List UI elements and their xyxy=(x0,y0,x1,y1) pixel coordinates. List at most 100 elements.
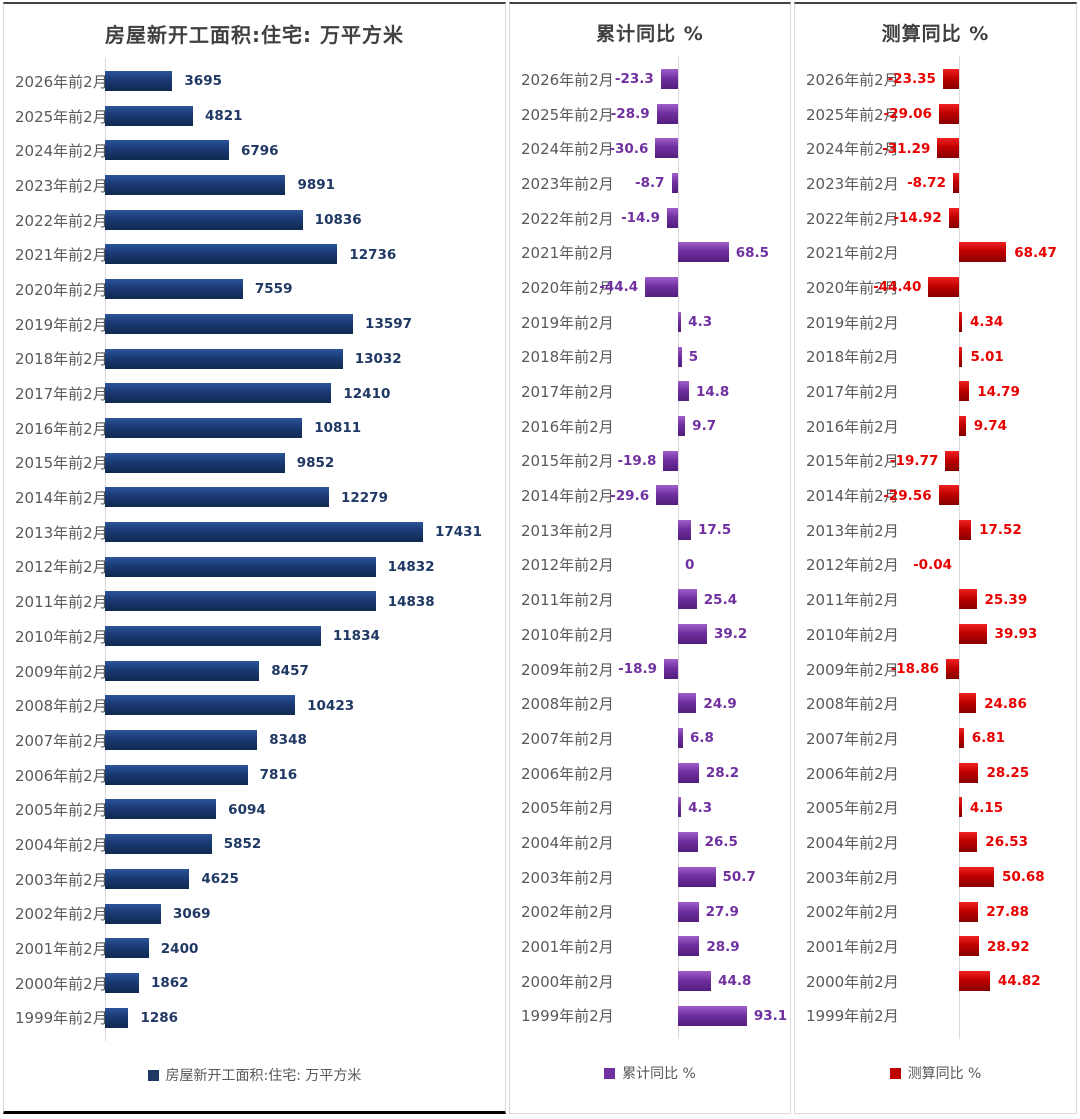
bar xyxy=(105,452,285,473)
bar-area: -14.9 xyxy=(611,201,785,236)
plot-area: 2026年前2月 -23.35 2025年前2月 -29.06 2024年前2月 -31.… xyxy=(800,56,1071,1040)
bar xyxy=(938,485,959,506)
category-label: 2000年前2月 xyxy=(15,974,108,993)
bar-area: 5852 xyxy=(105,827,500,862)
value-label: -18.9 xyxy=(618,661,658,678)
bar xyxy=(952,173,959,194)
value-label: 50.7 xyxy=(722,869,756,886)
bar-area: -44.40 xyxy=(873,270,1071,305)
chart-row: 2006年前2月 28.2 xyxy=(515,756,785,791)
bar-area: 9.7 xyxy=(611,409,785,444)
chart-row: 2026年前2月 -23.3 xyxy=(515,62,785,97)
value-label: -28.9 xyxy=(610,106,650,123)
bar xyxy=(105,175,286,196)
value-label: -8.72 xyxy=(907,175,946,192)
value-label: 13032 xyxy=(354,350,402,367)
category-label: 2019年前2月 xyxy=(521,313,614,332)
bar xyxy=(678,1005,747,1026)
chart-row: 2023年前2月 -8.72 xyxy=(800,166,1071,201)
value-label: 44.8 xyxy=(718,973,752,990)
category-label: 2000年前2月 xyxy=(806,972,899,991)
bar xyxy=(664,658,678,679)
bar-area: 44.8 xyxy=(611,964,785,999)
value-label: 10811 xyxy=(314,420,362,437)
bar xyxy=(105,626,321,646)
bar-area: 27.9 xyxy=(611,895,785,930)
value-label: -18.86 xyxy=(890,661,939,678)
bar xyxy=(959,901,979,922)
category-label: 2008年前2月 xyxy=(806,695,899,714)
bar-area: 6.8 xyxy=(611,721,785,756)
bar-area: 14.79 xyxy=(896,374,1071,409)
category-label: 2016年前2月 xyxy=(806,417,899,436)
chart-row: 2000年前2月 44.8 xyxy=(515,964,785,999)
value-label: 27.9 xyxy=(705,903,739,920)
legend-swatch-icon xyxy=(604,1068,616,1080)
value-label: -14.92 xyxy=(893,210,942,227)
chart-row: 2018年前2月 13032 xyxy=(9,342,500,377)
chart-row: 2002年前2月 27.88 xyxy=(800,895,1071,930)
bar xyxy=(959,832,978,853)
bar-area: 5 xyxy=(611,340,785,375)
chart-row: 2001年前2月 2400 xyxy=(9,931,500,966)
bar xyxy=(678,311,682,332)
chart-row: 2004年前2月 26.5 xyxy=(515,825,785,860)
bar xyxy=(959,519,972,540)
bar-area: 6094 xyxy=(105,792,500,827)
chart-row: 2006年前2月 28.25 xyxy=(800,756,1071,791)
chart-row: 2016年前2月 9.74 xyxy=(800,409,1071,444)
category-label: 2021年前2月 xyxy=(521,244,614,263)
category-label: 2024年前2月 xyxy=(15,142,108,161)
category-label: 2026年前2月 xyxy=(521,70,614,89)
value-label: 9852 xyxy=(296,454,335,471)
category-label: 2013年前2月 xyxy=(806,521,899,540)
category-label: 2009年前2月 xyxy=(806,660,899,679)
bar xyxy=(655,138,678,159)
category-label: 2006年前2月 xyxy=(15,766,108,785)
bar xyxy=(656,103,678,124)
bar-area: 14838 xyxy=(105,584,500,619)
legend-swatch-icon xyxy=(889,1068,901,1080)
bar xyxy=(945,658,959,679)
category-label: 2022年前2月 xyxy=(806,209,899,228)
axis-line xyxy=(959,56,960,1040)
bar-area: 25.4 xyxy=(611,582,785,617)
bar-area: -29.6 xyxy=(610,478,785,513)
chart-row: 2023年前2月 9891 xyxy=(9,168,500,203)
chart-row: 2010年前2月 11834 xyxy=(9,619,500,654)
bar-area: 17.52 xyxy=(896,513,1071,548)
category-label: 2006年前2月 xyxy=(521,764,614,783)
bar-area: -0.04 xyxy=(896,548,1071,583)
chart-row: 2009年前2月 8457 xyxy=(9,654,500,689)
category-label: 2001年前2月 xyxy=(15,940,108,959)
category-label: 2025年前2月 xyxy=(806,105,899,124)
bar xyxy=(945,450,959,471)
chart-row: 2007年前2月 8348 xyxy=(9,723,500,758)
category-label: 2015年前2月 xyxy=(806,452,899,471)
value-label: 4821 xyxy=(204,108,243,125)
plot-area: 2026年前2月 -23.3 2025年前2月 -28.9 2024年前2月 -30.6 2… xyxy=(515,56,787,1040)
category-label: 2008年前2月 xyxy=(521,695,614,714)
value-label: 28.2 xyxy=(705,765,740,782)
value-label: 7559 xyxy=(254,281,293,298)
chart-row: 2011年前2月 25.39 xyxy=(800,582,1071,617)
category-label: 2016年前2月 xyxy=(521,417,614,436)
value-label: -29.6 xyxy=(610,487,650,504)
plot-area: 2026年前2月 3695 2025年前2月 4821 2024年前2月 6796 2023… xyxy=(9,58,500,1042)
chart-row: 2018年前2月 5.01 xyxy=(800,340,1071,375)
bar-area: -30.6 xyxy=(609,131,785,166)
category-label: 2014年前2月 xyxy=(806,487,899,506)
category-label: 2014年前2月 xyxy=(521,487,614,506)
category-label: 1999年前2月 xyxy=(521,1007,614,1026)
value-label: 39.93 xyxy=(994,626,1038,643)
chart-row: 2001年前2月 28.92 xyxy=(800,929,1071,964)
bar-area: 17.5 xyxy=(611,513,785,548)
category-label: 2009年前2月 xyxy=(521,660,614,679)
bar xyxy=(105,695,296,716)
value-label: 28.9 xyxy=(706,938,740,955)
category-label: 2015年前2月 xyxy=(15,454,108,473)
bar xyxy=(105,383,332,404)
category-label: 2007年前2月 xyxy=(15,731,108,750)
category-label: 2023年前2月 xyxy=(806,174,899,193)
legend-label: 累计同比 % xyxy=(622,1066,696,1083)
